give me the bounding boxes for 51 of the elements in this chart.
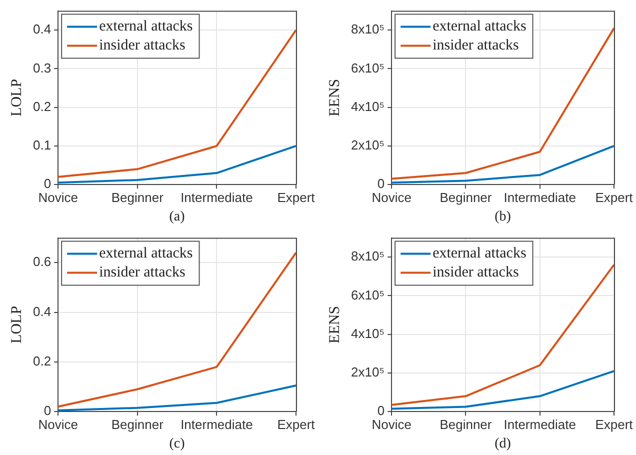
y-tick-label: 0.6: [32, 254, 52, 270]
y-tick-label: 0.2: [32, 354, 52, 369]
y-tick-label: 0.4: [32, 304, 52, 319]
y-axis-title: LOLP: [8, 306, 25, 344]
x-axis-title: (a): [169, 209, 186, 224]
y-tick-label: 0: [377, 403, 385, 418]
x-tick-label: Intermediate: [180, 190, 253, 205]
x-tick-label: Beginner: [111, 190, 164, 205]
legend-label: insider attacks: [99, 264, 186, 281]
x-tick-label: Novice: [372, 416, 412, 432]
x-tick-label: Beginner: [440, 416, 492, 432]
y-tick-label: 6x10⁵: [350, 60, 385, 76]
y-tick-label: 0.4: [32, 22, 52, 37]
y-tick-label: 0: [44, 176, 52, 192]
x-tick-label: Beginner: [440, 190, 492, 205]
y-tick-label: 2x10⁵: [350, 364, 385, 380]
y-tick-label: 0.1: [32, 138, 52, 153]
legend-label: insider attacks: [432, 264, 519, 281]
y-tick-label: 2x10⁵: [350, 138, 385, 153]
y-tick-label: 0.2: [32, 98, 52, 114]
legend-label: external attacks: [99, 18, 193, 35]
y-tick-label: 8x10⁵: [350, 248, 385, 264]
y-axis-title: EENS: [326, 306, 343, 344]
y-tick-label: 8x10⁵: [350, 22, 385, 37]
x-tick-label: Intermediate: [504, 190, 576, 205]
x-tick-label: Novice: [372, 190, 412, 205]
legend-label: insider attacks: [432, 38, 519, 54]
y-tick-label: 0: [44, 403, 52, 418]
legend-label: external attacks: [432, 246, 526, 262]
x-tick-label: Beginner: [111, 416, 164, 432]
x-tick-label: Novice: [38, 416, 78, 432]
x-tick-label: Expert: [277, 416, 316, 432]
x-axis-title: (c): [169, 436, 186, 452]
legend-label: insider attacks: [99, 38, 186, 54]
x-tick-label: Expert: [277, 190, 316, 205]
x-tick-label: Expert: [595, 190, 634, 205]
legend-label: external attacks: [99, 246, 193, 262]
x-tick-label: Intermediate: [504, 416, 576, 432]
y-tick-label: 0: [377, 176, 385, 192]
y-axis-title: LOLP: [8, 78, 25, 116]
y-tick-label: 6x10⁵: [350, 287, 385, 302]
x-axis-title: (d): [494, 436, 512, 452]
y-tick-label: 4x10⁵: [350, 326, 385, 341]
legend-label: external attacks: [432, 18, 526, 35]
x-axis-title: (b): [494, 209, 512, 224]
y-tick-label: 0.3: [32, 60, 52, 76]
y-tick-label: 4x10⁵: [350, 98, 385, 114]
y-axis-title: EENS: [326, 78, 343, 116]
x-tick-label: Intermediate: [180, 416, 253, 432]
x-tick-label: Novice: [38, 190, 78, 205]
x-tick-label: Expert: [595, 416, 634, 432]
